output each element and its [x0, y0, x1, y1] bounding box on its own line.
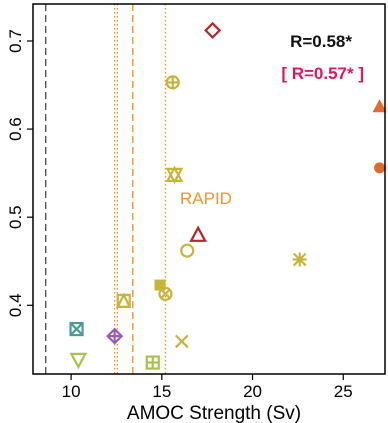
y-tick-label: 0.4: [6, 293, 25, 317]
data-point-hourglass: [165, 165, 184, 185]
bracketed-correlation-annotation: [ R=0.57* ]: [281, 64, 364, 83]
data-point-square-filled: [154, 279, 166, 291]
data-point-asterisk: [292, 252, 307, 267]
data-point-circle-filled: [374, 162, 386, 174]
correlation-annotation: R=0.58*: [290, 32, 352, 51]
data-point-circle: [180, 243, 195, 258]
data-point-square-cross: [69, 321, 84, 337]
y-tick-label: 0.7: [6, 29, 25, 53]
y-axis: 0.4 0.5 0.6 0.7: [6, 29, 33, 317]
rapid-label: RAPID: [180, 189, 232, 208]
reference-lines: [45, 4, 167, 374]
x-axis-label: AMOC Strength (Sv): [127, 403, 301, 423]
data-point-cross: [175, 334, 189, 349]
data-point-square-plus: [145, 355, 160, 370]
data-point-triangle: [189, 225, 207, 242]
data-point-triangle-filled: [372, 99, 387, 113]
plot-frame: [32, 3, 386, 375]
x-tick-label: 10: [62, 382, 81, 401]
data-point-diamond: [204, 21, 222, 39]
data-point-circle-cross: [158, 286, 173, 301]
data-points: [69, 21, 387, 370]
x-tick-label: 20: [243, 382, 262, 401]
y-tick-label: 0.5: [6, 205, 25, 229]
x-tick-label: 25: [334, 382, 353, 401]
data-point-triangle-down: [69, 352, 88, 370]
x-tick-label: 15: [152, 382, 171, 401]
data-point-diamond-plus: [106, 327, 124, 345]
x-axis: 10 15 20 25: [62, 374, 353, 401]
y-tick-label: 0.6: [6, 117, 25, 141]
data-point-square-triangle: [115, 292, 132, 308]
data-point-circle-plus: [165, 75, 180, 90]
